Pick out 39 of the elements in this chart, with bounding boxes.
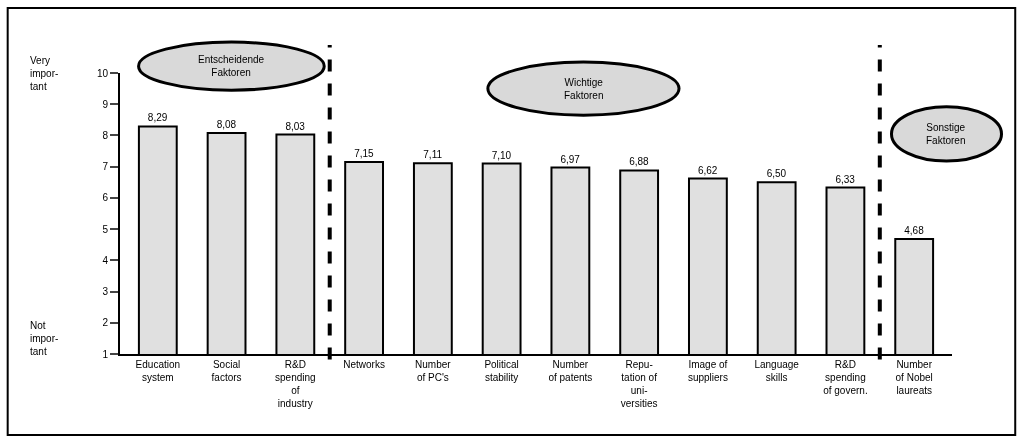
y-tick-label: 9 — [102, 98, 109, 110]
y-tick-label: 5 — [102, 223, 109, 235]
x-tick-label: Language skills — [754, 359, 800, 383]
data-label: 6,97 — [560, 153, 581, 165]
y-tick-label: 8 — [102, 129, 109, 141]
y-tick-label: 4 — [102, 254, 109, 266]
y-tick-label: 3 — [102, 286, 109, 298]
x-tick-label: Number of PC's — [415, 359, 452, 383]
x-tick-label: Social factors — [211, 359, 242, 383]
y-tick-label: 2 — [102, 317, 109, 329]
data-label: 7,10 — [491, 149, 512, 161]
data-label: 8,03 — [285, 120, 306, 132]
data-label: 7,15 — [354, 147, 375, 159]
y-tick-label: 10 — [96, 67, 109, 79]
text: Not impor- tant — [30, 320, 59, 357]
annotation: Sonstige Faktoren — [926, 122, 966, 146]
x-tick-label: Image of suppliers — [687, 359, 728, 383]
x-tick-label: Networks — [343, 359, 385, 370]
x-tick-label: Education system — [135, 359, 181, 383]
x-tick-label: R&D spending of govern. — [823, 359, 868, 396]
annotation: Wichtige Faktoren — [564, 77, 604, 101]
x-tick-label: Number of patents — [548, 359, 593, 383]
data-label: 6,88 — [629, 156, 650, 168]
y-tick-label: 6 — [102, 192, 109, 204]
data-label: 6,50 — [766, 168, 787, 180]
data-label: 8,29 — [147, 112, 168, 124]
data-label: 6,62 — [697, 164, 718, 176]
annotation: Entscheidende Faktoren — [198, 54, 265, 78]
x-tick-label: R&D spending of industry — [275, 359, 316, 409]
x-tick-label: Political stability — [484, 359, 519, 383]
data-label: 8,08 — [216, 118, 237, 130]
y-tick-label: 1 — [102, 348, 109, 360]
data-label: 7,11 — [423, 149, 443, 161]
x-tick-label: Repu- tation of uni- versities — [620, 359, 658, 409]
y-tick-label: 7 — [102, 161, 109, 173]
data-label: 4,68 — [904, 225, 925, 237]
x-tick-label: Number of Nobel laureats — [895, 359, 933, 396]
text: Very impor- tant — [30, 55, 59, 92]
data-label: 6,33 — [835, 173, 856, 185]
